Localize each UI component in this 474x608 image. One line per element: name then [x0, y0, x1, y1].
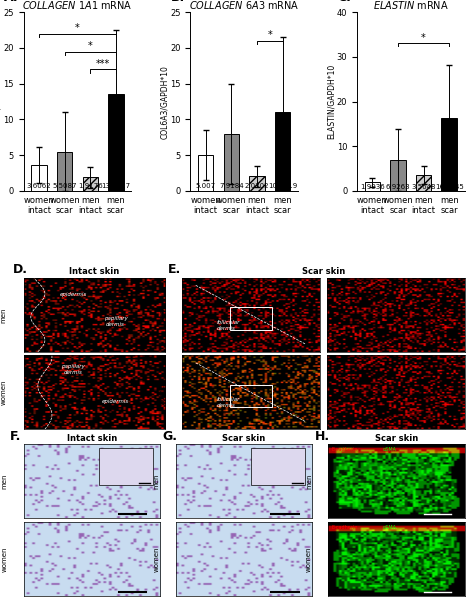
Text: Intact skin: Intact skin — [67, 434, 117, 443]
Text: 2.0302: 2.0302 — [245, 183, 269, 189]
FancyBboxPatch shape — [99, 448, 153, 485]
Bar — [230, 385, 272, 407]
Text: 7.9184: 7.9184 — [219, 183, 244, 189]
Text: Scar skin: Scar skin — [301, 268, 345, 277]
Text: women: women — [306, 547, 312, 572]
Text: 16.2245: 16.2245 — [435, 184, 464, 190]
Y-axis label: COL6A3/GAPDH*10: COL6A3/GAPDH*10 — [160, 64, 169, 139]
FancyBboxPatch shape — [251, 448, 305, 485]
Text: 3.6062: 3.6062 — [27, 183, 51, 189]
Text: Scar skin: Scar skin — [375, 434, 418, 443]
Bar — [230, 308, 272, 330]
Text: H.: H. — [315, 430, 330, 443]
Title: $\it{COLLAGEN\ 1A1}$ mRNA: $\it{COLLAGEN\ 1A1}$ mRNA — [22, 0, 133, 12]
Text: *: * — [421, 33, 426, 43]
Bar — [441, 119, 457, 191]
Text: men: men — [154, 474, 160, 489]
Bar — [224, 134, 239, 191]
Text: men: men — [1, 307, 7, 323]
Text: follicular
dermis: follicular dermis — [217, 398, 240, 408]
Text: *: * — [88, 41, 92, 51]
Text: Intact skin: Intact skin — [69, 268, 119, 277]
Bar — [365, 182, 380, 191]
Text: ***: *** — [96, 58, 110, 69]
Text: E-cadherin: E-cadherin — [331, 447, 357, 452]
Title: $\it{ELASTIN}$ mRNA: $\it{ELASTIN}$ mRNA — [373, 0, 449, 12]
Text: E-cadherin: E-cadherin — [331, 525, 357, 530]
Text: αSMA: αSMA — [383, 447, 397, 452]
Text: αSMA: αSMA — [383, 525, 397, 530]
Text: *: * — [75, 23, 80, 33]
Bar — [416, 175, 431, 191]
Bar — [82, 178, 98, 191]
Text: C.: C. — [337, 0, 352, 4]
Text: papillary
dermis: papillary dermis — [104, 316, 128, 327]
Bar — [31, 165, 47, 191]
Y-axis label: ELASTIN/GAPDH*10: ELASTIN/GAPDH*10 — [326, 64, 335, 139]
Text: 10.9819: 10.9819 — [268, 183, 297, 189]
Y-axis label: COL1A1/GAPDH*10: COL1A1/GAPDH*10 — [0, 65, 2, 139]
Text: men: men — [1, 474, 8, 489]
Text: G.: G. — [163, 430, 177, 443]
Bar — [249, 176, 264, 191]
Text: women: women — [1, 379, 7, 405]
Text: epidermis: epidermis — [60, 292, 87, 297]
Text: Scar skin: Scar skin — [222, 434, 266, 443]
Text: *: * — [267, 30, 272, 40]
Text: follicular
dermis: follicular dermis — [217, 320, 240, 331]
Title: $\it{COLLAGEN\ 6A3}$ mRNA: $\it{COLLAGEN\ 6A3}$ mRNA — [189, 0, 300, 12]
Text: 3.5648: 3.5648 — [411, 184, 436, 190]
Text: E.: E. — [168, 263, 181, 277]
Text: 5.5087: 5.5087 — [53, 183, 77, 189]
Bar — [108, 94, 124, 191]
Text: men: men — [159, 307, 165, 323]
Text: 5.007: 5.007 — [196, 183, 216, 189]
Text: 6.9263: 6.9263 — [386, 184, 410, 190]
Text: F.: F. — [10, 430, 21, 443]
Text: women: women — [1, 547, 8, 572]
Text: women: women — [154, 547, 160, 572]
Text: papillary
dermis: papillary dermis — [61, 364, 85, 375]
Text: B.: B. — [171, 0, 185, 4]
Bar — [57, 151, 73, 191]
Text: men: men — [306, 474, 312, 489]
Text: women: women — [159, 379, 165, 405]
Bar — [198, 155, 213, 191]
Text: D.: D. — [12, 263, 27, 277]
Text: 1.9176: 1.9176 — [78, 183, 103, 189]
Text: 13.5617: 13.5617 — [101, 183, 130, 189]
Bar — [275, 112, 290, 191]
Text: 1.9936: 1.9936 — [360, 184, 385, 190]
Text: epidermis: epidermis — [102, 399, 129, 404]
Text: A.: A. — [4, 0, 19, 4]
Bar — [390, 160, 406, 191]
